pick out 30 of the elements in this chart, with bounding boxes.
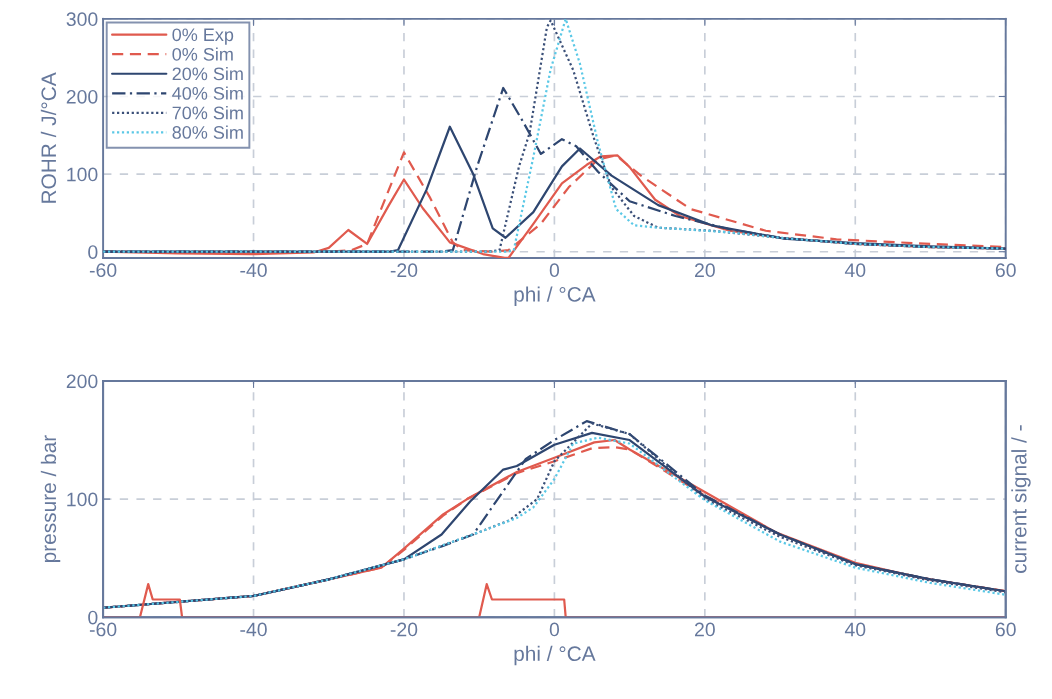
- x-tick-label: 20: [695, 622, 715, 637]
- x-tick-label: -40: [240, 622, 267, 637]
- x-tick-label: 0: [549, 622, 560, 637]
- y-tick-label: 200: [66, 89, 98, 104]
- y-tick-label: 100: [67, 492, 98, 507]
- y-tick-label: 100: [67, 167, 98, 182]
- legend-label: 70% Sim: [172, 106, 243, 120]
- legend-label: 0% Sim: [172, 47, 233, 61]
- y-tick-label: 200: [66, 374, 98, 389]
- x-tick-label: 60: [995, 622, 1016, 637]
- x-axis-title: phi / °CA: [514, 286, 596, 306]
- x-tick-label: 40: [844, 622, 866, 637]
- x-tick-label: -40: [240, 263, 267, 278]
- legend-label: 0% Exp: [172, 28, 234, 45]
- y-axis-title: pressure / bar: [40, 435, 61, 562]
- y-tick-label: 300: [66, 12, 98, 27]
- x-axis-title: phi / °CA: [514, 645, 596, 666]
- legend-label: 20% Sim: [172, 66, 243, 81]
- legend-label: 40% Sim: [172, 86, 243, 100]
- x-tick-label: -20: [390, 263, 418, 278]
- x-tick-label: -60: [89, 263, 117, 278]
- x-tick-label: 60: [995, 263, 1016, 278]
- y-axis-title: ROHR / J/°CA: [40, 72, 57, 203]
- y2-axis-title: current signal / -: [1011, 425, 1031, 573]
- x-tick-label: 0: [549, 263, 560, 278]
- x-tick-label: 20: [695, 263, 715, 278]
- legend-label: 80% Sim: [172, 125, 243, 139]
- x-tick-label: -20: [390, 622, 418, 637]
- y-tick-label: 0: [88, 245, 98, 259]
- x-tick-label: 40: [844, 263, 866, 278]
